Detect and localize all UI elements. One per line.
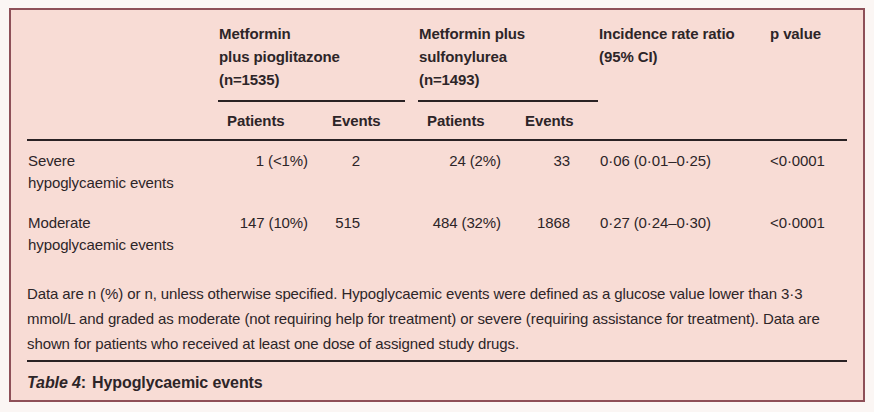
page-background: Metformin plus pioglitazone (n=1535) Pat… — [0, 0, 874, 412]
row-label: Severe hypoglycaemic events — [27, 150, 218, 194]
cell-events-sulfonylurea: 1868 — [523, 212, 598, 234]
table4-panel: Metformin plus pioglitazone (n=1535) Pat… — [9, 8, 865, 402]
cell-p-value: <0·0001 — [769, 212, 847, 234]
table-row-severe: Severe hypoglycaemic events 1 (<1%) 2 24… — [27, 141, 847, 203]
cell-incidence-rate-ratio: 0·06 (0·01–0·25) — [598, 150, 769, 172]
caption-separator: : — [81, 374, 86, 391]
cell-events-pioglitazone: 515 — [318, 212, 405, 234]
cell-p-value: <0·0001 — [769, 150, 847, 172]
subheader-patients-2: Patients — [418, 109, 523, 132]
table-caption: Table 4: Hypoglycaemic events — [27, 362, 847, 394]
cell-events-pioglitazone: 2 — [318, 150, 405, 172]
cell-patients-sulfonylurea: 24 (2%) — [418, 150, 523, 172]
subheader-row: Patients Events — [218, 102, 405, 141]
column-p-value: p value — [769, 22, 847, 45]
cell-patients-sulfonylurea: 484 (32%) — [418, 212, 523, 234]
table-footnote: Data are n (%) or n, unless otherwise sp… — [27, 281, 847, 356]
table-body: Severe hypoglycaemic events 1 (<1%) 2 24… — [27, 141, 847, 265]
subheader-events-2: Events — [523, 109, 598, 132]
header-p-value: p value — [769, 22, 847, 45]
cell-incidence-rate-ratio: 0·27 (0·24–0·30) — [598, 212, 769, 234]
caption-table-number: Table 4 — [27, 374, 81, 391]
subheader-row: Patients Events — [418, 102, 598, 141]
table-row-moderate: Moderate hypoglycaemic events 147 (10%) … — [27, 203, 847, 265]
caption-title: Hypoglycaemic events — [92, 374, 263, 391]
column-incidence-rate-ratio: Incidence rate ratio (95% CI) — [598, 22, 769, 68]
subheader-patients-1: Patients — [218, 109, 318, 132]
header-incidence-rate-ratio: Incidence rate ratio (95% CI) — [598, 22, 769, 68]
table-header: Metformin plus pioglitazone (n=1535) Pat… — [27, 22, 847, 141]
group-title-metformin-sulfonylurea: Metformin plus sulfonylurea (n=1493) — [418, 22, 598, 100]
cell-events-sulfonylurea: 33 — [523, 150, 598, 172]
subheader-events-1: Events — [318, 109, 405, 132]
row-label: Moderate hypoglycaemic events — [27, 212, 218, 256]
cell-patients-pioglitazone: 147 (10%) — [218, 212, 318, 234]
cell-patients-pioglitazone: 1 (<1%) — [218, 150, 318, 172]
column-group-metformin-sulfonylurea: Metformin plus sulfonylurea (n=1493) Pat… — [418, 22, 598, 141]
group-title-metformin-pioglitazone: Metformin plus pioglitazone (n=1535) — [218, 22, 405, 100]
column-group-metformin-pioglitazone: Metformin plus pioglitazone (n=1535) Pat… — [218, 22, 405, 141]
